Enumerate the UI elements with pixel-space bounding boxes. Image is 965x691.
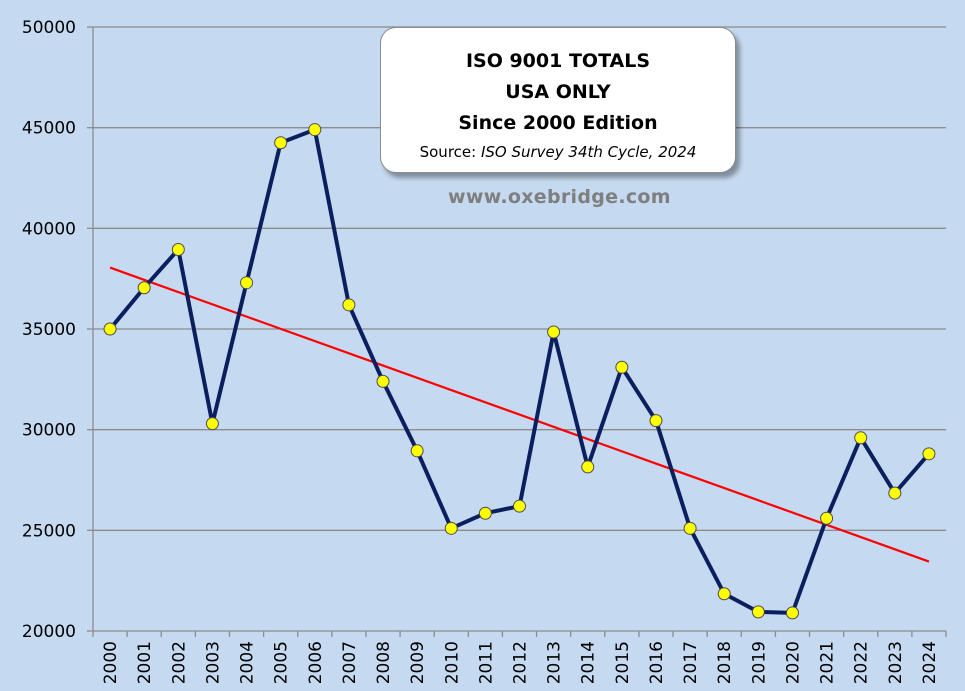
website-watermark: www.oxebridge.com [448, 186, 671, 208]
data-point-2003 [205, 417, 219, 431]
data-point-2005 [274, 136, 288, 150]
data-point-2020 [785, 606, 799, 620]
data-point-2001 [137, 281, 151, 295]
x-tick-label-2010: 2010 [442, 641, 462, 684]
x-tick-label-2018: 2018 [715, 641, 735, 684]
data-point-2016 [649, 414, 663, 428]
x-tick-label-2006: 2006 [306, 641, 326, 684]
y-tick-label-25000: 25000 [22, 521, 76, 541]
x-tick-label-2015: 2015 [613, 641, 633, 684]
data-point-2008 [376, 374, 390, 388]
chart-subtitle-region: USA ONLY [505, 81, 611, 103]
data-point-2012 [513, 499, 526, 513]
x-tick-label-2003: 2003 [203, 641, 223, 684]
trendline [109, 266, 930, 563]
x-tick-label-2013: 2013 [545, 641, 565, 684]
source-prefix: Source: [419, 143, 481, 161]
source-name: ISO Survey 34th Cycle, 2024 [480, 143, 697, 161]
data-point-2024 [922, 447, 936, 461]
x-tick-label-2007: 2007 [340, 641, 360, 684]
chart-source: Source: ISO Survey 34th Cycle, 2024 [381, 139, 735, 165]
data-point-2014 [581, 460, 595, 474]
x-tick-label-2016: 2016 [647, 641, 667, 684]
y-tick-label-50000: 50000 [22, 18, 76, 38]
x-tick-label-2002: 2002 [169, 641, 189, 684]
y-tick-label-20000: 20000 [22, 622, 76, 642]
y-tick-labels: 20000 25000 30000 35000 40000 45000 50000 [22, 18, 76, 642]
series-layer [103, 123, 936, 620]
data-point-2009 [410, 444, 424, 458]
y-tick-label-30000: 30000 [22, 421, 76, 441]
x-tick-label-2011: 2011 [476, 641, 496, 684]
data-point-2006 [308, 123, 322, 137]
x-tick-label-2023: 2023 [886, 641, 906, 684]
x-tick-label-2009: 2009 [408, 641, 428, 684]
axes [87, 26, 947, 637]
data-point-2019 [751, 605, 765, 619]
x-tick-label-2020: 2020 [783, 641, 803, 684]
x-tick-label-2001: 2001 [135, 641, 155, 684]
y-tick-label-40000: 40000 [22, 219, 76, 239]
x-tick-label-2021: 2021 [818, 641, 838, 684]
data-point-2013 [547, 325, 561, 339]
data-point-2010 [444, 521, 458, 535]
data-point-2011 [478, 506, 492, 520]
trendline-layer [109, 266, 930, 563]
data-point-2002 [171, 242, 185, 256]
x-tick-labels: 2000 2001 2002 2003 2004 2005 2006 2007 2008 2009… [101, 641, 940, 684]
y-tick-label-45000: 45000 [22, 119, 76, 139]
data-point-2004 [240, 276, 254, 290]
data-point-2000 [103, 322, 117, 336]
chart-title: ISO 9001 TOTALS [465, 50, 651, 72]
chart-title-box: ISO 9001 TOTALS USA ONLY Since 2000 Edit… [380, 27, 736, 173]
data-point-2007 [342, 298, 356, 312]
data-point-2015 [615, 360, 629, 374]
data-point-2021 [820, 511, 834, 525]
x-tick-label-2004: 2004 [238, 641, 258, 684]
x-tick-label-2024: 2024 [920, 641, 940, 684]
chart-subtitle-edition: Since 2000 Edition [458, 112, 658, 134]
data-point-2017 [683, 521, 697, 535]
x-tick-label-2005: 2005 [272, 641, 292, 684]
x-tick-label-2000: 2000 [101, 641, 121, 684]
x-tick-label-2012: 2012 [511, 641, 531, 684]
x-tick-label-2017: 2017 [681, 641, 701, 684]
data-point-2018 [717, 587, 731, 601]
data-point-2023 [888, 486, 902, 500]
x-tick-label-2019: 2019 [749, 641, 769, 684]
y-tick-label-35000: 35000 [22, 320, 76, 340]
data-point-2022 [854, 431, 868, 445]
x-tick-label-2022: 2022 [852, 641, 872, 684]
x-tick-label-2014: 2014 [579, 641, 599, 684]
x-tick-label-2008: 2008 [374, 641, 394, 684]
